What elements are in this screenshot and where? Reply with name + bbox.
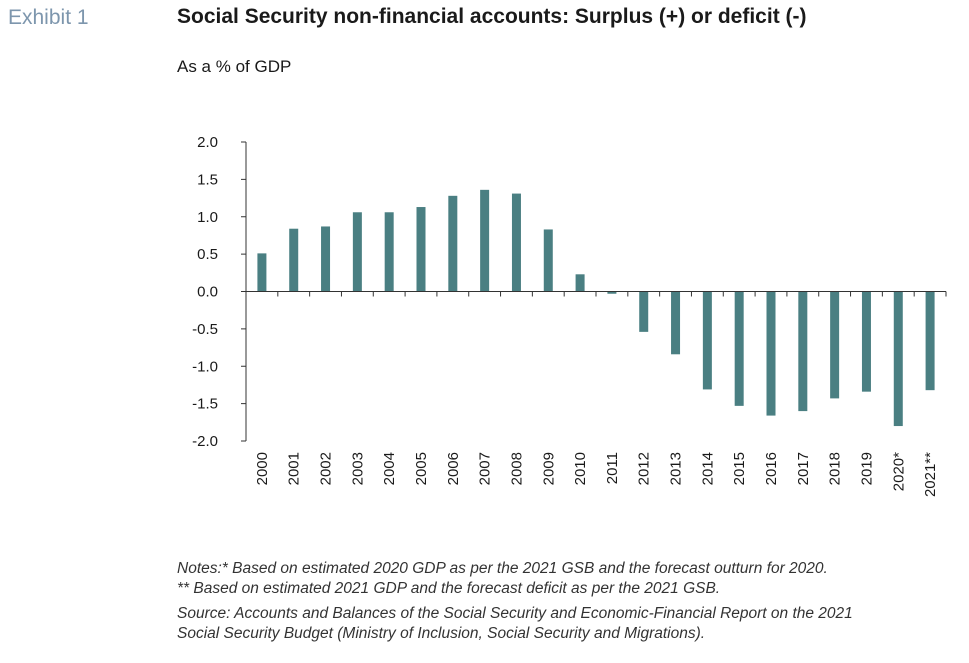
bar bbox=[257, 253, 267, 292]
bar bbox=[671, 291, 681, 355]
bar bbox=[798, 291, 808, 412]
x-tick-label: 2007 bbox=[477, 452, 494, 485]
bar bbox=[321, 226, 331, 292]
bar bbox=[543, 229, 553, 292]
x-tick-label: 2012 bbox=[636, 452, 653, 485]
bar bbox=[416, 207, 426, 292]
x-tick-label: 2020* bbox=[890, 452, 907, 491]
bar bbox=[702, 291, 712, 390]
exhibit-label: Exhibit 1 bbox=[8, 6, 89, 29]
bar bbox=[639, 291, 649, 332]
bar bbox=[480, 189, 490, 292]
x-tick-label: 2001 bbox=[286, 452, 303, 485]
x-tick-label: 2011 bbox=[604, 452, 621, 484]
bar bbox=[448, 195, 458, 292]
bar bbox=[766, 291, 776, 416]
x-tick-label: 2004 bbox=[381, 452, 398, 485]
x-tick-label: 2002 bbox=[318, 452, 335, 485]
note-line-1: Notes:* Based on estimated 2020 GDP as p… bbox=[177, 560, 828, 577]
bars bbox=[257, 189, 935, 427]
bar bbox=[607, 291, 617, 294]
x-tick-label: 2006 bbox=[445, 452, 462, 485]
bar bbox=[575, 274, 585, 292]
bar bbox=[289, 228, 299, 292]
x-tick-label: 2013 bbox=[668, 452, 685, 485]
chart-notes: Notes:* Based on estimated 2020 GDP as p… bbox=[177, 559, 853, 644]
x-tick-label: 2021** bbox=[922, 452, 939, 497]
y-axis: 2.0 1.5 1.0 0.5 0.0 -0.5 -1.0 -1.5 -2.0 bbox=[192, 134, 247, 450]
y-tick-label: 1.0 bbox=[197, 209, 218, 226]
bar bbox=[893, 291, 903, 427]
x-tick-label: 2003 bbox=[349, 452, 366, 485]
bar bbox=[830, 291, 840, 399]
bar-chart: 2.0 1.5 1.0 0.5 0.0 -0.5 -1.0 -1.5 -2.0 2000 2001… bbox=[192, 134, 947, 497]
y-tick-label: -1.5 bbox=[192, 396, 218, 413]
x-tick-label: 2000 bbox=[254, 452, 271, 485]
bar bbox=[511, 193, 521, 292]
bar bbox=[861, 291, 871, 392]
x-tick-label: 2017 bbox=[795, 452, 812, 485]
x-tick-label: 2005 bbox=[413, 452, 430, 485]
y-tick-label: 0.0 bbox=[197, 284, 218, 301]
bar bbox=[384, 212, 394, 292]
y-tick-label: 2.0 bbox=[197, 134, 218, 151]
x-tick-label: 2019 bbox=[858, 452, 875, 485]
x-tick-label: 2009 bbox=[540, 452, 557, 485]
x-tick-label: 2016 bbox=[763, 452, 780, 485]
bar bbox=[734, 291, 744, 406]
note-line-2: ** Based on estimated 2021 GDP and the f… bbox=[177, 580, 721, 597]
bar bbox=[352, 212, 362, 292]
y-tick-label: -2.0 bbox=[192, 433, 218, 450]
x-axis: 2000 2001 2002 2003 2004 2005 2006 2007 2008 2009… bbox=[246, 291, 947, 497]
x-tick-label: 2018 bbox=[827, 452, 844, 485]
x-tick-label: 2010 bbox=[572, 452, 589, 485]
source-line-1: Source: Accounts and Balances of the Soc… bbox=[177, 605, 853, 622]
y-tick-label: 1.5 bbox=[197, 171, 218, 188]
y-tick-label: 0.5 bbox=[197, 246, 218, 263]
bar bbox=[925, 291, 935, 391]
chart-subtitle: As a % of GDP bbox=[177, 57, 292, 76]
y-tick-label: -0.5 bbox=[192, 321, 218, 338]
x-tick-label: 2008 bbox=[508, 452, 525, 485]
y-tick-label: -1.0 bbox=[192, 358, 218, 375]
x-tick-label: 2014 bbox=[699, 452, 716, 485]
source-line-2: Social Security Budget (Ministry of Incl… bbox=[177, 625, 706, 642]
x-tick-label: 2015 bbox=[731, 452, 748, 485]
chart-title: Social Security non-financial accounts: … bbox=[177, 5, 807, 28]
